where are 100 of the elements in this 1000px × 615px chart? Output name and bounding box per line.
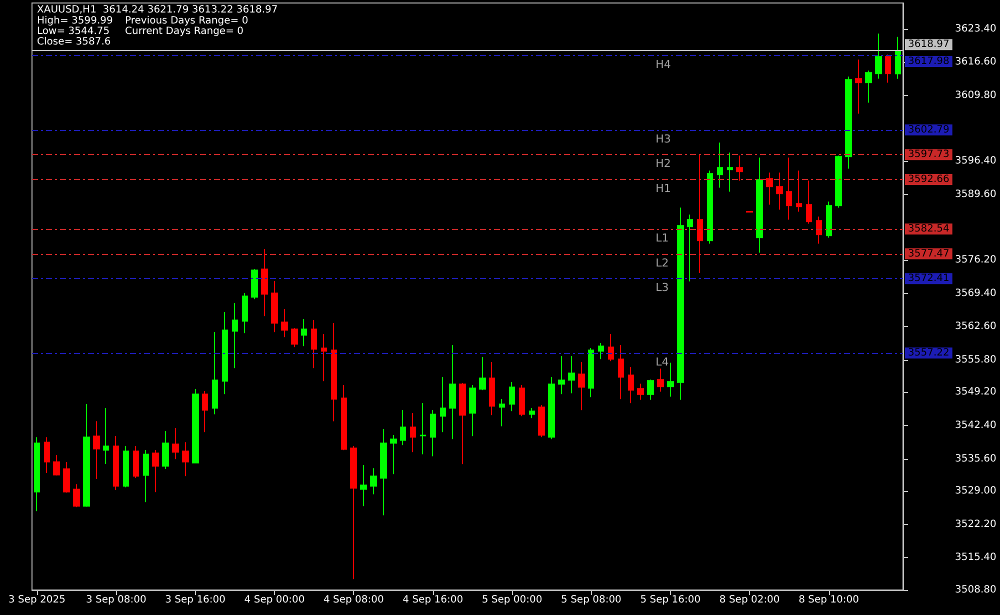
candlestick <box>152 450 159 493</box>
y-tick-label: 3562.60 <box>955 321 996 332</box>
chart-title: XAUUSD,H1 3614.24 3621.79 3613.22 3618.97 <box>37 4 278 16</box>
annotation: L3 <box>656 281 669 294</box>
candlestick <box>766 172 773 206</box>
y-tick-label: 3596.40 <box>955 156 996 167</box>
ref-line-label: 3557.22 <box>908 347 950 358</box>
annotation: High= 3599.99 <box>37 16 113 26</box>
candlestick <box>608 334 614 362</box>
candlestick <box>806 180 812 224</box>
candlestick <box>430 410 436 457</box>
candlestick <box>598 342 604 360</box>
candlestick <box>400 410 406 446</box>
candlestick <box>875 33 882 80</box>
y-tick-label: 3535.60 <box>955 453 996 464</box>
candlestick <box>756 157 763 254</box>
candlestick <box>845 76 852 170</box>
x-tick-label: 5 Sep 16:00 <box>640 594 701 606</box>
candlestick <box>281 308 288 338</box>
x-tick-label: 8 Sep 02:00 <box>719 594 780 606</box>
candlestick <box>568 356 575 394</box>
candlestick <box>657 368 664 392</box>
candlestick <box>182 442 189 477</box>
x-tick-label: 3 Sep 16:00 <box>165 594 226 606</box>
candlestick <box>588 348 594 398</box>
annotation: Low= 3544.75 <box>37 26 110 37</box>
candlestick <box>301 318 307 347</box>
candlestick <box>826 201 832 238</box>
annotation: Close= 3587.6 <box>37 36 111 48</box>
candlestick <box>548 376 555 440</box>
candlestick <box>212 332 218 415</box>
candlestick <box>529 408 535 419</box>
annotation: L1 <box>656 231 669 244</box>
y-tick-label: 3569.40 <box>955 288 996 299</box>
y-tick-label: 3589.60 <box>955 188 996 200</box>
annotation: Current Days Range= 0 <box>125 26 244 37</box>
candlestick <box>469 384 476 437</box>
x-tick-label: 4 Sep 00:00 <box>244 594 305 606</box>
candlestick <box>331 322 337 422</box>
x-tick-label: 3 Sep 2025 <box>8 594 66 606</box>
candlestick <box>816 216 822 244</box>
candlestick <box>707 170 713 244</box>
y-tick-label: 3522.20 <box>955 518 996 530</box>
candlestick <box>618 344 624 400</box>
candlestick <box>499 398 505 427</box>
x-tick-label: 3 Sep 08:00 <box>86 594 146 606</box>
candlestick <box>637 383 644 400</box>
candlestick <box>162 430 169 470</box>
ref-line-label: 3577.47 <box>908 248 950 260</box>
candlestick <box>855 59 862 114</box>
candlestick <box>172 428 179 460</box>
candlestick <box>73 484 80 508</box>
y-tick-label: 3609.80 <box>955 90 996 102</box>
candlestick <box>687 214 693 282</box>
candlestick <box>647 379 654 400</box>
candlestick <box>251 268 258 300</box>
candlestick <box>271 280 278 333</box>
y-tick-label: 3508.80 <box>955 584 996 596</box>
candlestick <box>103 408 109 464</box>
ref-line-label: 3617.98 <box>908 56 950 67</box>
candlestick <box>321 334 327 382</box>
annotation: L4 <box>656 355 669 368</box>
candlestick <box>885 54 891 84</box>
candlestick <box>34 436 40 512</box>
candlestick <box>192 388 199 464</box>
candlestick <box>341 384 347 451</box>
candlestick <box>835 155 842 208</box>
y-tick-label: 3529.00 <box>955 486 996 497</box>
ref-line-label: 3597.73 <box>908 149 950 160</box>
ref-line-label: 3602.79 <box>908 124 950 136</box>
candlestick <box>895 36 901 80</box>
y-tick-label: 3623.40 <box>955 23 996 34</box>
candlestick <box>410 412 416 453</box>
candlestick <box>360 464 367 507</box>
annotation: H2 <box>656 157 671 170</box>
candlestick <box>370 468 377 495</box>
candlestick <box>63 462 70 494</box>
candlestick <box>677 207 684 400</box>
candlestick <box>538 404 545 438</box>
candlestick <box>44 436 50 474</box>
ref-line-label: 3592.66 <box>908 174 950 185</box>
x-tick-label: 4 Sep 08:00 <box>323 594 384 606</box>
candlestick <box>440 376 446 433</box>
candlestick <box>786 157 792 220</box>
candlestick <box>93 420 100 480</box>
candlestick <box>776 172 783 210</box>
candlestick <box>489 362 495 416</box>
y-tick-label: 3576.20 <box>955 254 996 266</box>
candlestick <box>143 450 149 503</box>
candlestick <box>628 366 634 404</box>
candlestick <box>390 434 397 475</box>
candlestick <box>133 446 139 478</box>
candlestick <box>459 382 466 465</box>
candlestick <box>865 70 872 104</box>
candlestick <box>123 446 129 488</box>
annotation: H1 <box>656 182 671 195</box>
candlestick <box>202 390 208 433</box>
candlestick <box>420 402 426 455</box>
y-tick-label: 3515.40 <box>955 552 996 564</box>
x-tick-label: 5 Sep 00:00 <box>482 594 542 606</box>
